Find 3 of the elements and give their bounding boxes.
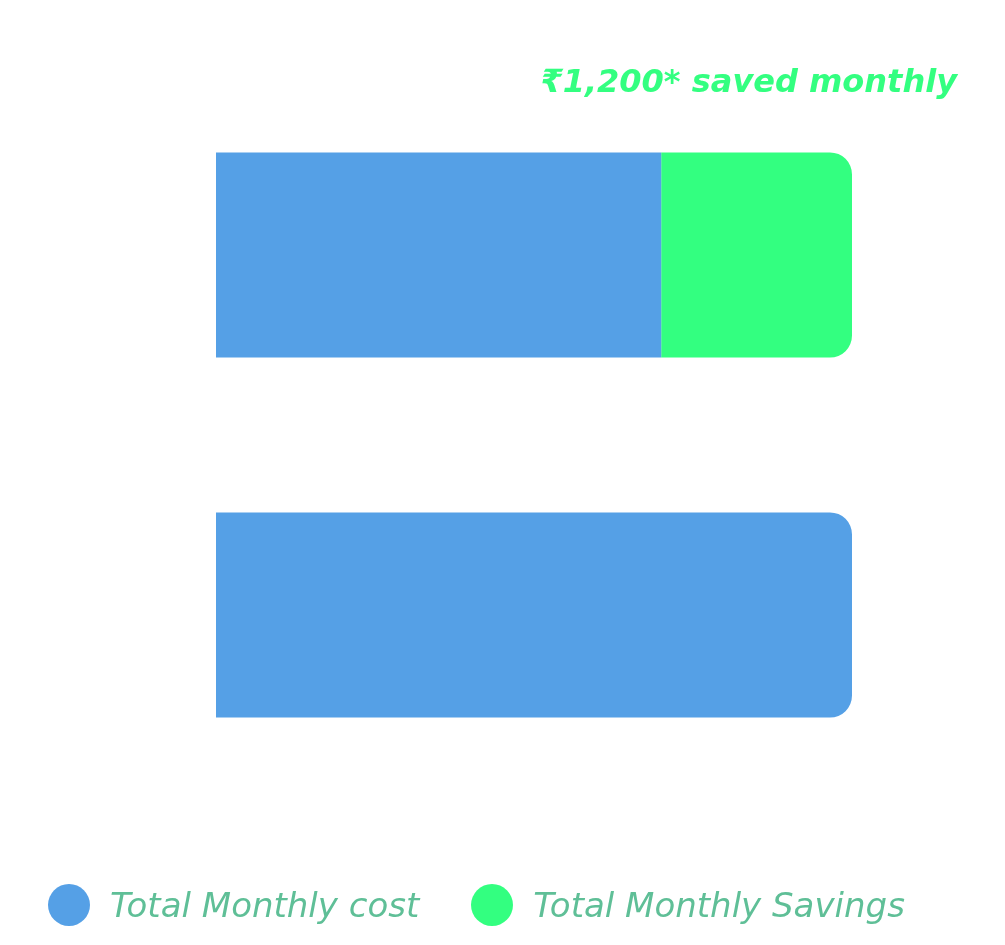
legend-label: Total Monthly cost xyxy=(110,885,420,925)
annotation: ₹1,200* saved monthly xyxy=(540,62,957,100)
legend-label: Total Monthly Savings xyxy=(533,885,905,925)
